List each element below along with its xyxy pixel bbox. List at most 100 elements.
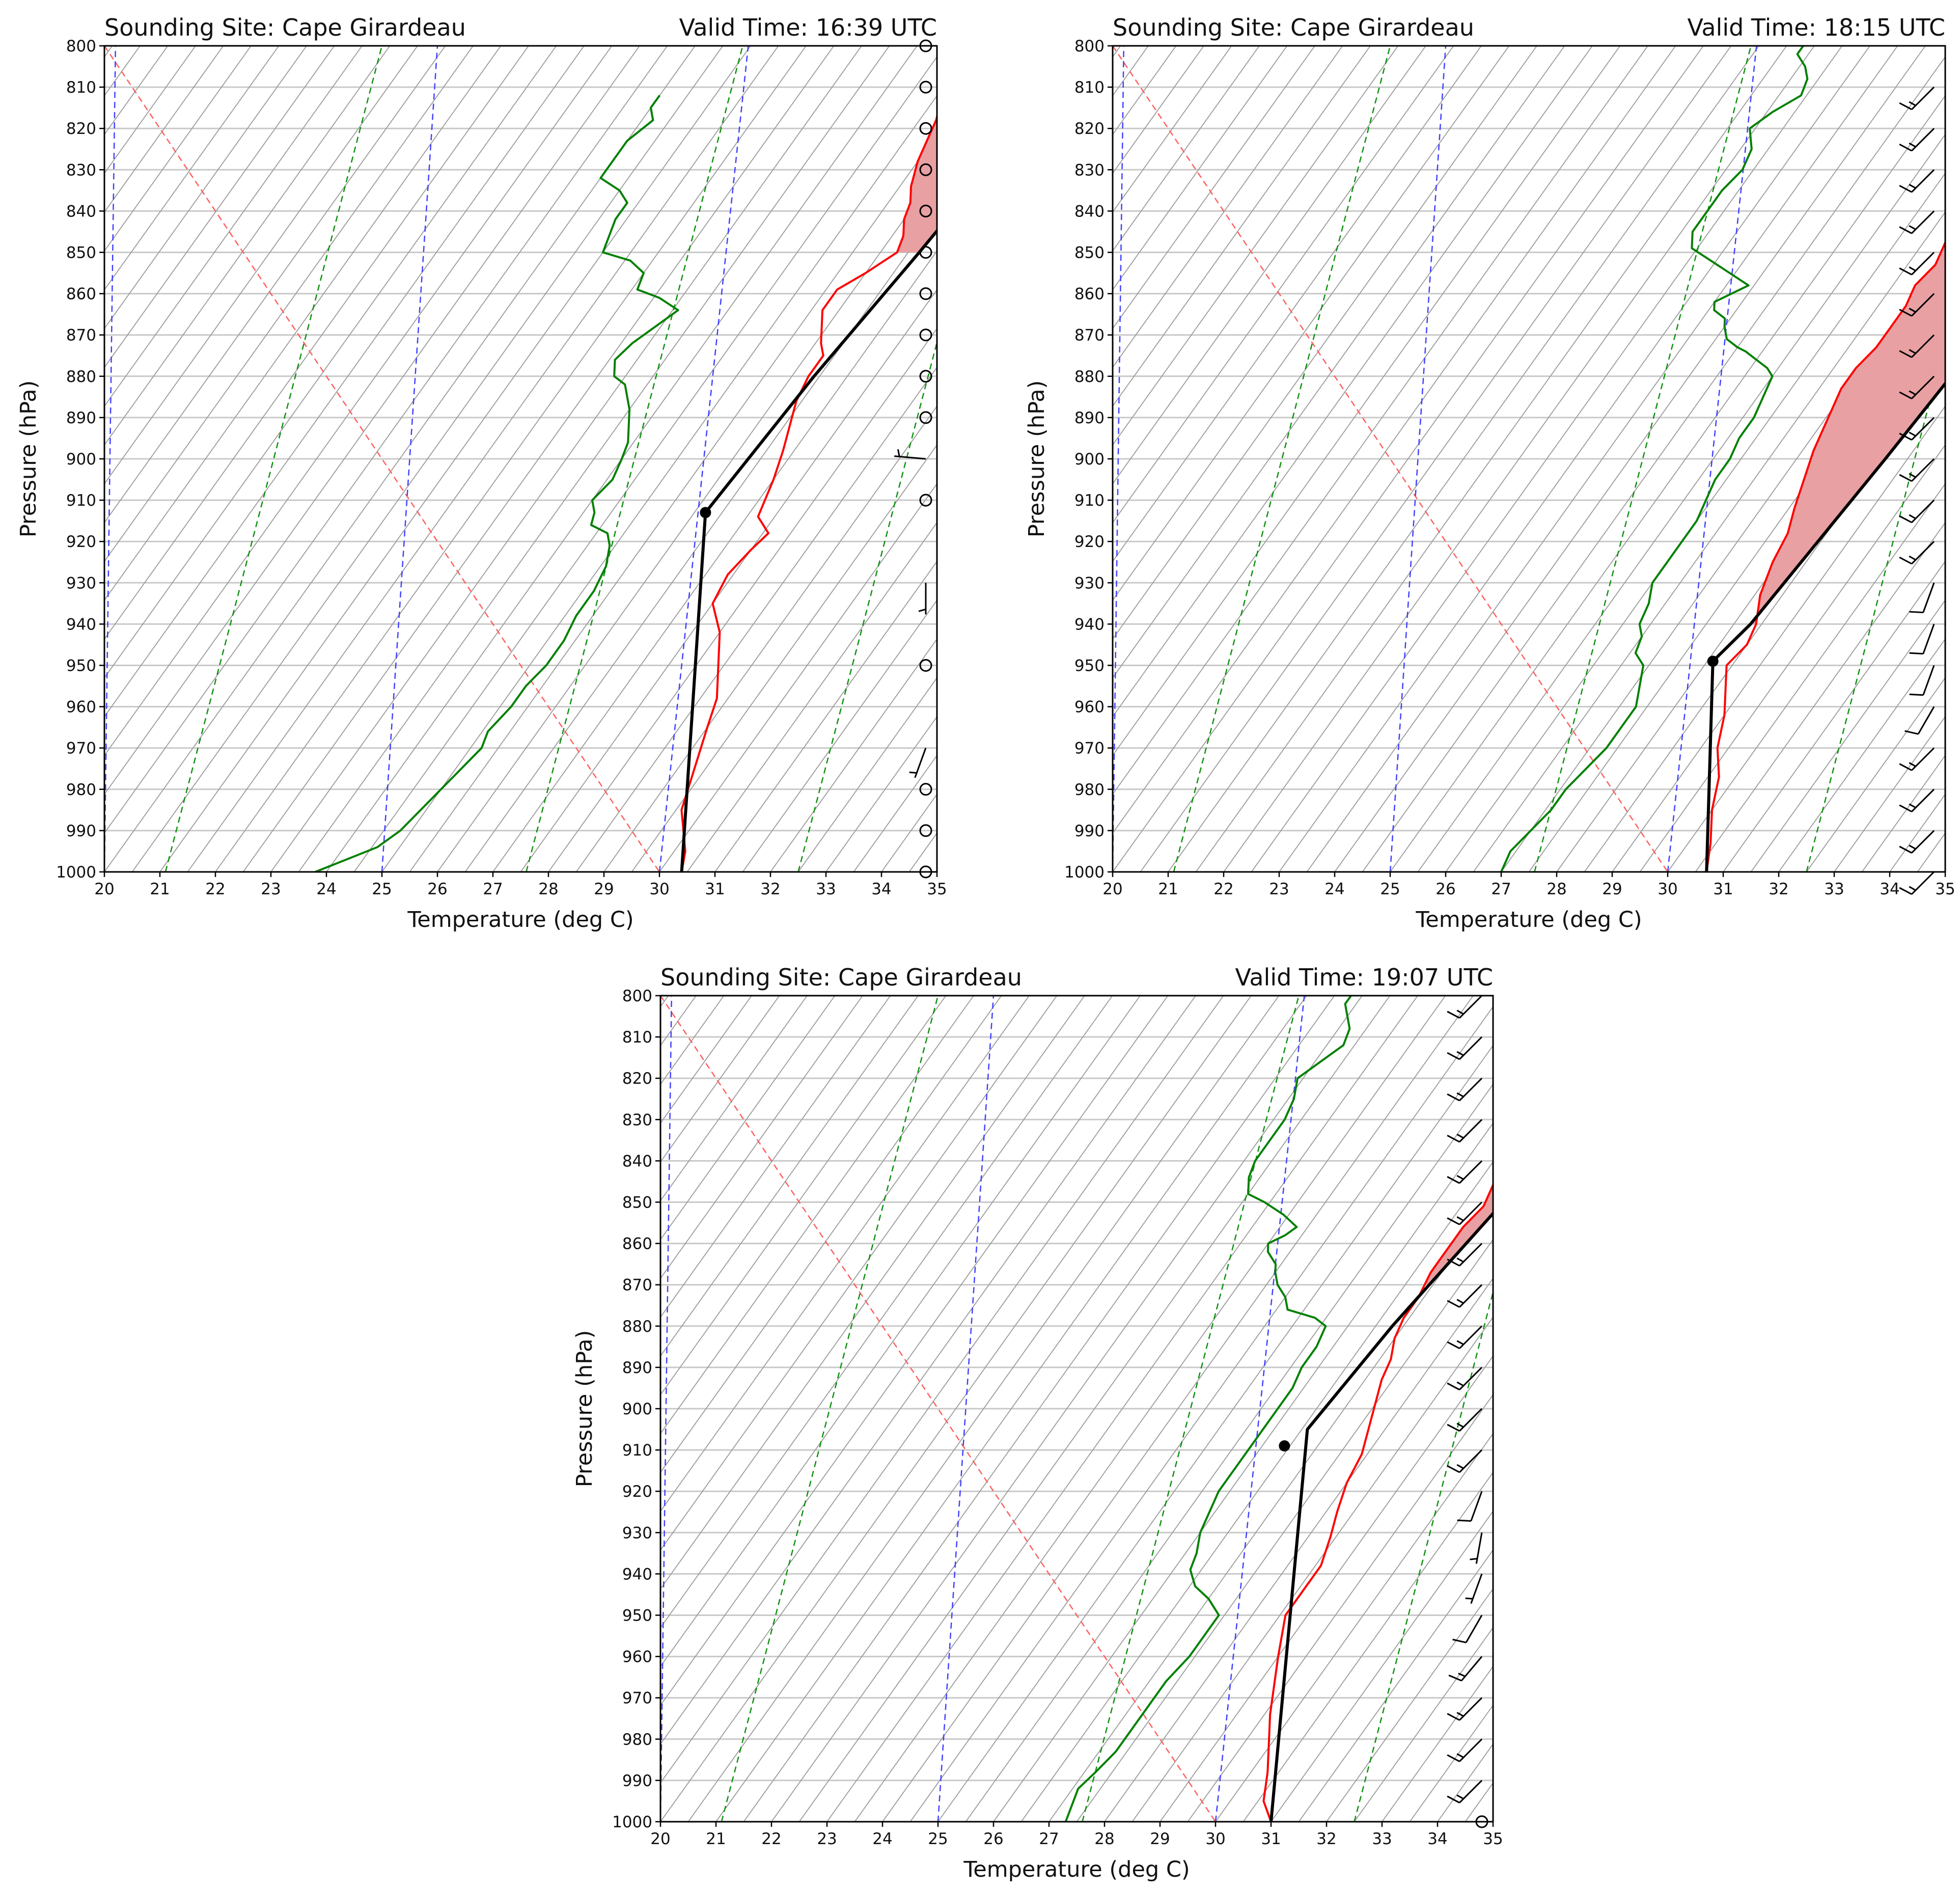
y-tick-label: 930 bbox=[622, 1524, 652, 1542]
wind-barb bbox=[1447, 1450, 1482, 1472]
wind-barb bbox=[1447, 1326, 1482, 1349]
y-tick-label: 880 bbox=[622, 1318, 652, 1336]
wind-barb bbox=[1457, 1491, 1482, 1521]
y-tick-label: 920 bbox=[622, 1483, 652, 1501]
skewt-chart: 8008108208308408508608708808909009109209… bbox=[556, 950, 1536, 1892]
sounding-site-label: Sounding Site: Cape Girardeau bbox=[1113, 14, 1474, 41]
y-tick-label: 870 bbox=[1074, 326, 1105, 345]
x-tick-label: 32 bbox=[1316, 1830, 1336, 1848]
y-tick-label: 980 bbox=[622, 1731, 652, 1749]
x-tick-label: 29 bbox=[594, 880, 614, 898]
y-tick-label: 960 bbox=[622, 1648, 652, 1666]
y-tick-label: 800 bbox=[66, 37, 96, 56]
wind-barb bbox=[1447, 1161, 1482, 1183]
x-tick-label: 21 bbox=[1158, 880, 1178, 898]
y-tick-label: 840 bbox=[622, 1152, 652, 1170]
y-tick-label: 910 bbox=[66, 491, 96, 510]
isotherm-line bbox=[937, 46, 980, 872]
x-tick-label: 25 bbox=[372, 880, 392, 898]
x-tick-label: 31 bbox=[705, 880, 725, 898]
y-tick-label: 890 bbox=[1074, 409, 1105, 427]
cape-shading bbox=[897, 46, 980, 253]
y-tick-label: 820 bbox=[66, 120, 96, 138]
x-tick-label: 30 bbox=[1205, 1830, 1225, 1848]
x-tick-label: 25 bbox=[928, 1830, 948, 1848]
wind-barb bbox=[1899, 128, 1934, 151]
y-tick-label: 850 bbox=[622, 1194, 652, 1212]
x-tick-label: 32 bbox=[1769, 880, 1788, 898]
isotherm-line bbox=[965, 46, 980, 872]
x-tick-label: 34 bbox=[871, 880, 891, 898]
y-tick-label: 800 bbox=[622, 987, 652, 1005]
y-tick-label: 860 bbox=[1074, 285, 1105, 304]
y-tick-label: 860 bbox=[622, 1235, 652, 1253]
x-tick-label: 23 bbox=[1269, 880, 1289, 898]
x-tick-label: 28 bbox=[538, 880, 558, 898]
y-tick-label: 890 bbox=[66, 409, 96, 427]
y-tick-label: 940 bbox=[622, 1565, 652, 1583]
y-axis-title: Pressure (hPa) bbox=[1024, 380, 1050, 537]
y-tick-label: 840 bbox=[1074, 202, 1105, 221]
y-tick-label: 820 bbox=[1074, 120, 1105, 138]
skewt-chart: 8008108208308408508608708808909009109209… bbox=[0, 0, 980, 942]
x-tick-label: 26 bbox=[1436, 880, 1455, 898]
wind-barb bbox=[1904, 707, 1934, 734]
wind-barb bbox=[1899, 500, 1934, 523]
y-tick-label: 920 bbox=[66, 533, 96, 551]
x-tick-label: 21 bbox=[706, 1830, 726, 1848]
x-tick-label: 33 bbox=[1372, 1830, 1392, 1848]
x-tick-label: 29 bbox=[1602, 880, 1622, 898]
y-tick-label: 840 bbox=[66, 202, 96, 221]
x-tick-label: 22 bbox=[205, 880, 225, 898]
y-tick-label: 950 bbox=[622, 1607, 652, 1625]
sounding-site-label: Sounding Site: Cape Girardeau bbox=[660, 964, 1022, 991]
x-tick-label: 26 bbox=[983, 1830, 1003, 1848]
y-tick-label: 900 bbox=[1074, 450, 1105, 469]
wind-barb bbox=[1447, 1698, 1482, 1720]
isotherm-line bbox=[556, 996, 558, 1822]
isotherm-line bbox=[1945, 46, 1960, 872]
x-tick-label: 33 bbox=[816, 880, 836, 898]
y-tick-label: 870 bbox=[66, 326, 96, 345]
y-tick-label: 880 bbox=[1074, 368, 1105, 386]
x-tick-label: 31 bbox=[1713, 880, 1733, 898]
y-tick-label: 970 bbox=[1074, 739, 1105, 758]
wind-barb bbox=[1447, 1739, 1482, 1762]
wind-barb bbox=[1470, 1532, 1482, 1564]
wind-barb bbox=[1452, 1615, 1482, 1643]
y-tick-label: 960 bbox=[66, 698, 96, 717]
x-tick-label: 23 bbox=[817, 1830, 837, 1848]
wind-barb bbox=[1447, 1037, 1482, 1059]
y-tick-label: 970 bbox=[622, 1689, 652, 1708]
y-tick-label: 870 bbox=[622, 1276, 652, 1295]
y-tick-label: 810 bbox=[66, 78, 96, 97]
x-tick-label: 27 bbox=[483, 880, 503, 898]
wind-barb bbox=[1447, 1078, 1482, 1101]
x-tick-label: 22 bbox=[761, 1830, 781, 1848]
y-tick-label: 810 bbox=[622, 1028, 652, 1047]
lcl-marker bbox=[1279, 1440, 1290, 1451]
y-axis-title: Pressure (hPa) bbox=[16, 380, 41, 537]
wind-barb bbox=[919, 583, 926, 614]
y-tick-label: 830 bbox=[622, 1111, 652, 1129]
y-tick-label: 830 bbox=[66, 161, 96, 179]
y-tick-label: 960 bbox=[1074, 698, 1105, 717]
lcl-marker bbox=[700, 507, 711, 518]
y-tick-label: 990 bbox=[66, 822, 96, 840]
isotherm-line bbox=[0, 46, 2, 872]
y-tick-label: 900 bbox=[66, 450, 96, 469]
y-tick-label: 950 bbox=[66, 657, 96, 675]
x-tick-label: 32 bbox=[760, 880, 780, 898]
y-tick-label: 910 bbox=[1074, 491, 1105, 510]
x-axis-title: Temperature (deg C) bbox=[963, 1857, 1190, 1882]
valid-time-label: Valid Time: 16:39 UTC bbox=[679, 14, 937, 41]
dewpoint-profile-line bbox=[315, 95, 678, 872]
y-tick-label: 1000 bbox=[612, 1813, 652, 1831]
x-tick-label: 24 bbox=[316, 880, 336, 898]
isotherm-line bbox=[1521, 996, 1536, 1822]
x-tick-label: 23 bbox=[261, 880, 281, 898]
x-tick-label: 20 bbox=[650, 1830, 670, 1848]
